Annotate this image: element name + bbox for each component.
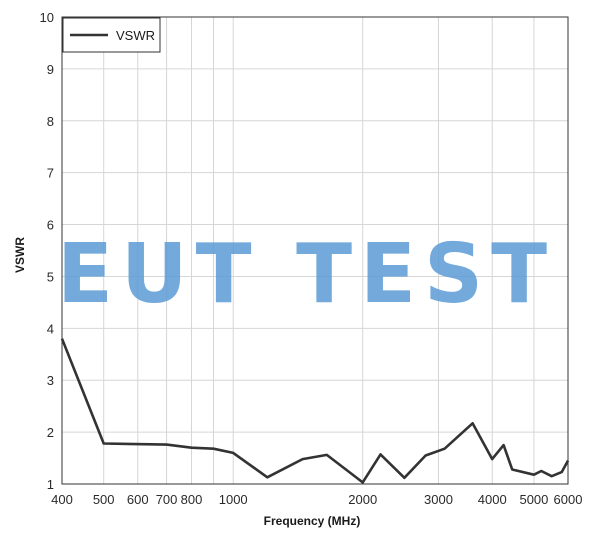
- y-tick-label: 10: [40, 10, 54, 25]
- x-tick-label: 500: [93, 492, 115, 507]
- y-axis-ticks: 1 2 3 4 5 6 7 8 9 10: [40, 10, 54, 492]
- y-tick-label: 7: [47, 166, 54, 181]
- y-axis-title: VSWR: [13, 237, 27, 273]
- x-tick-label: 3000: [424, 492, 453, 507]
- y-tick-label: 1: [47, 477, 54, 492]
- x-tick-label: 6000: [554, 492, 583, 507]
- y-tick-label: 9: [47, 62, 54, 77]
- legend: VSWR: [62, 17, 161, 53]
- x-tick-label: 5000: [519, 492, 548, 507]
- x-tick-label: 400: [51, 492, 73, 507]
- plot-area-frame: [61, 16, 569, 485]
- y-tick-label: 6: [47, 218, 54, 233]
- y-tick-label: 5: [47, 269, 54, 284]
- x-tick-label: 800: [181, 492, 203, 507]
- watermark-text: EUT TEST: [57, 227, 555, 322]
- x-axis-ticks: 400 500 600 700 800 1000 2000 3000 4000 5000 6000: [51, 492, 582, 507]
- y-tick-label: 3: [47, 373, 54, 388]
- x-tick-label: 2000: [348, 492, 377, 507]
- y-tick-label: 2: [47, 425, 54, 440]
- x-tick-label: 700: [156, 492, 178, 507]
- y-tick-label: 8: [47, 114, 54, 129]
- x-tick-label: 1000: [219, 492, 248, 507]
- series-layer: [60, 338, 570, 484]
- x-tick-label: 4000: [478, 492, 507, 507]
- x-tick-label: 600: [127, 492, 149, 507]
- legend-label-vswr: VSWR: [116, 28, 155, 43]
- y-tick-label: 4: [47, 321, 54, 336]
- x-axis-title: Frequency (MHz): [264, 514, 361, 528]
- series-line-vswr: [60, 338, 570, 484]
